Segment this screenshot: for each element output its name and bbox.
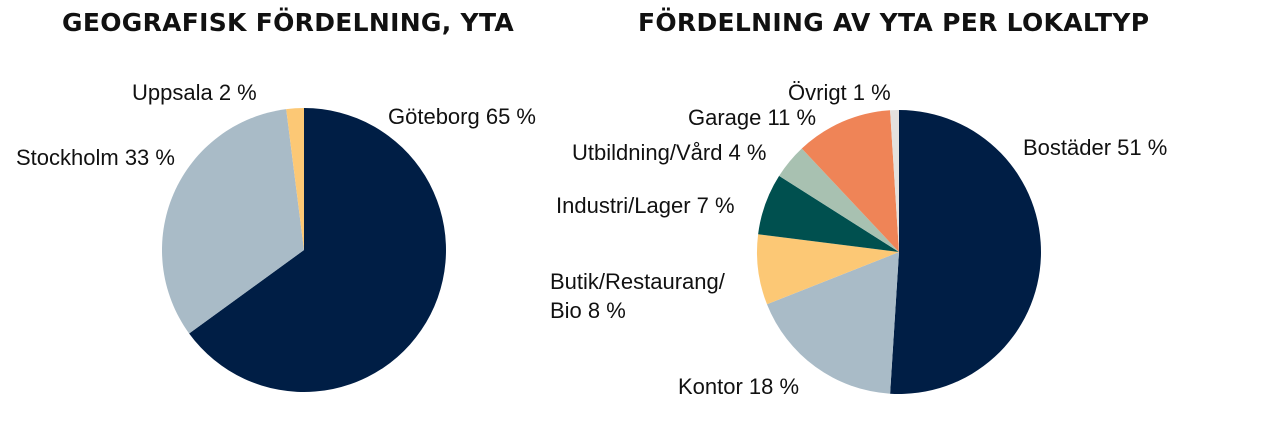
- slice-label-butik-restaurang-bio: Butik/Restaurang/ Bio 8 %: [550, 269, 725, 323]
- pie-slice-butik-restaurang-bio: [756, 234, 899, 305]
- pie-slice-bostader: [890, 110, 1041, 394]
- pie-slice-garage: [801, 110, 899, 252]
- pie-slice-goteborg: [189, 108, 446, 393]
- slice-label-kontor: Kontor 18 %: [678, 374, 800, 399]
- slice-label-goteborg: Göteborg 65 %: [388, 104, 536, 129]
- slice-label-ovrigt: Övrigt 1 %: [788, 80, 891, 105]
- slice-label-industri-lager: Industri/Lager 7 %: [556, 193, 735, 218]
- pie-slice-stockholm: [161, 109, 304, 334]
- pie-slice-uppsala: [286, 108, 304, 250]
- pie-slice-utbildning-vard: [779, 148, 899, 252]
- slice-label-uppsala: Uppsala 2 %: [132, 80, 257, 105]
- slice-label-bostader: Bostäder 51 %: [1023, 135, 1168, 160]
- slice-label-garage: Garage 11 %: [688, 105, 817, 130]
- slice-label-stockholm: Stockholm 33 %: [16, 145, 175, 170]
- chart-title-geografisk: GEOGRAFISK FÖRDELNING, YTA: [62, 8, 515, 37]
- pie-slice-kontor: [766, 252, 899, 394]
- pie-slice-ovrigt: [890, 110, 899, 252]
- pie-slice-industri-lager: [758, 175, 899, 252]
- slice-label-utbildning-vard: Utbildning/Vård 4 %: [572, 140, 767, 165]
- chart-title-lokaltyp: FÖRDELNING AV YTA PER LOKALTYP: [638, 8, 1150, 37]
